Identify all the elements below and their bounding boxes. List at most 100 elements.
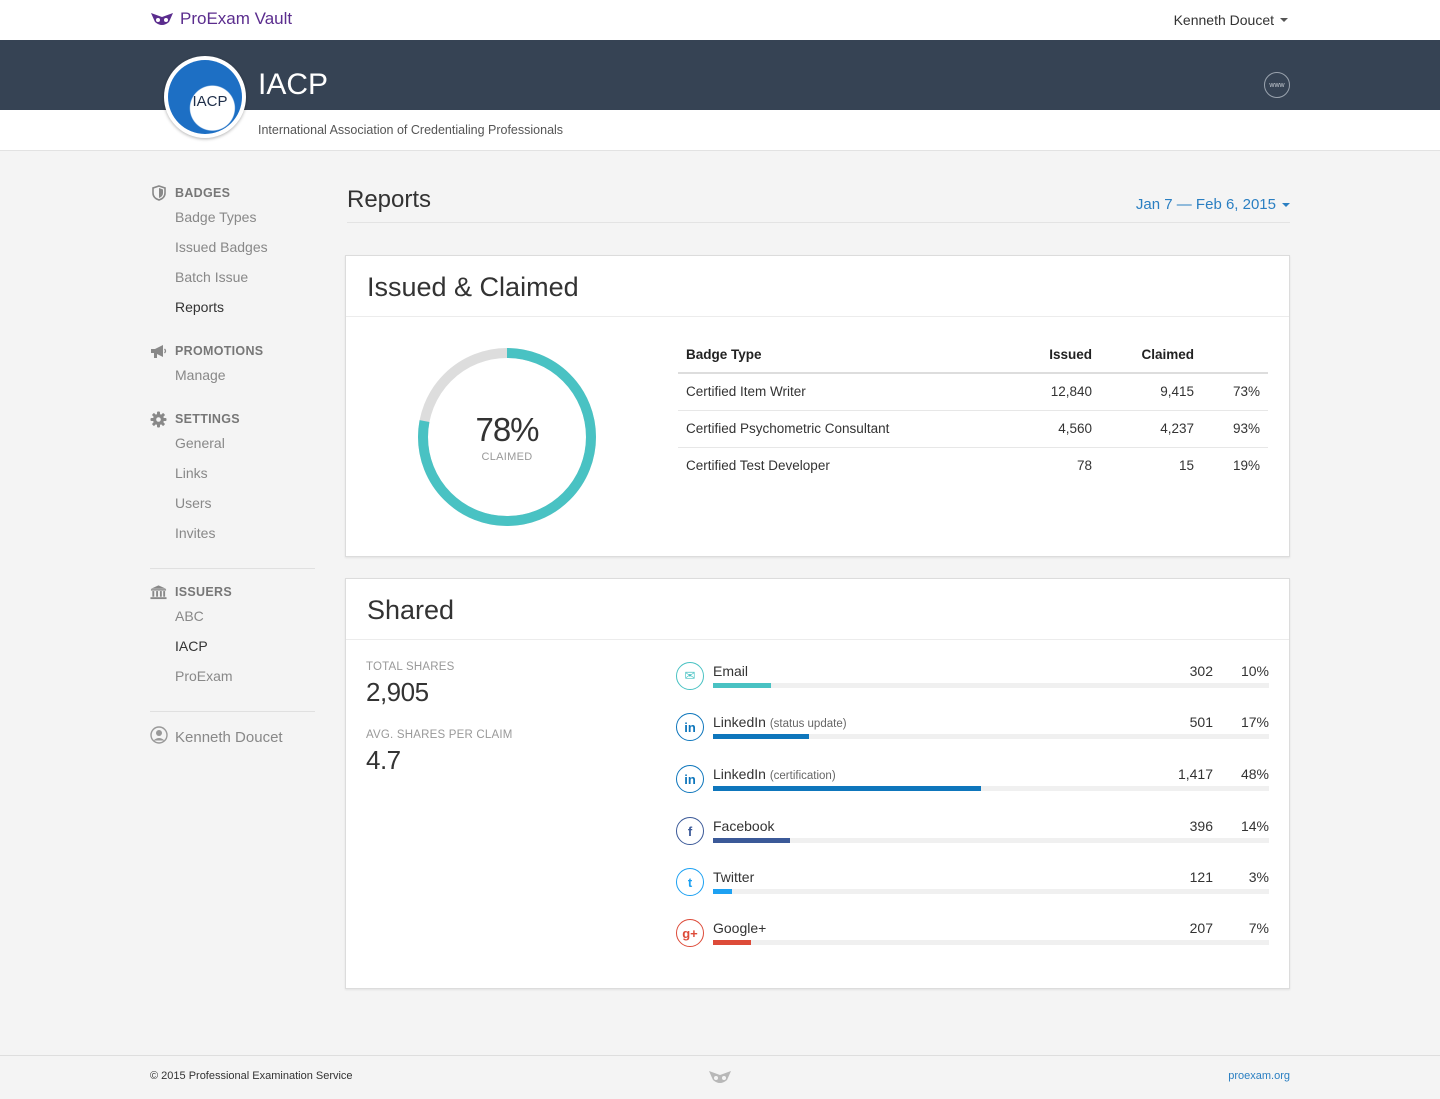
shared-title: Shared (346, 579, 1289, 640)
sidebar-section-promotions: PROMOTIONS Manage (150, 342, 315, 390)
sidebar-divider (150, 568, 315, 569)
donut-svg (418, 348, 596, 526)
date-range-label: Jan 7 — Feb 6, 2015 (1135, 196, 1276, 213)
share-bar-fill (713, 940, 751, 945)
claimed-donut-chart: 78% CLAIMED (416, 346, 598, 528)
sidebar-item-invites[interactable]: Invites (175, 525, 216, 541)
user-circle-icon (150, 726, 168, 748)
badge-type-cell: Certified Psychometric Consultant (678, 410, 1000, 448)
footer: © 2015 Professional Examination Service … (0, 1055, 1440, 1099)
date-range-picker[interactable]: Jan 7 — Feb 6, 2015 (1136, 196, 1290, 213)
sidebar-user-name: Kenneth Doucet (175, 728, 283, 746)
share-channel-row: f Facebook 396 14% (676, 816, 1271, 856)
bank-icon (150, 584, 167, 601)
share-channel-name: LinkedIn (certification) (713, 766, 836, 782)
share-percent: 14% (1240, 818, 1269, 834)
sidebar-divider-user (150, 711, 315, 712)
share-bar-track (713, 838, 1269, 843)
claimed-cell: 4,237 (1100, 410, 1202, 448)
issued-cell: 4,560 (1000, 410, 1100, 448)
share-count: 121 (1189, 869, 1213, 885)
facebook-icon: f (676, 817, 704, 845)
share-channel-row: g+ Google+ 207 7% (676, 918, 1271, 958)
share-count: 396 (1189, 818, 1213, 834)
share-percent: 17% (1240, 714, 1269, 730)
percent-cell: 73% (1202, 373, 1268, 411)
share-channel-row: in LinkedIn (certification) 1,417 48% (676, 764, 1271, 804)
sidebar-user[interactable]: Kenneth Doucet (150, 726, 315, 748)
share-bar-track (713, 683, 1269, 688)
linkedin-icon: in (676, 713, 704, 741)
share-count: 501 (1189, 714, 1213, 730)
claimed-cell: 15 (1178, 458, 1194, 474)
org-initials: IACP (192, 92, 228, 110)
share-channel-name: Facebook (713, 818, 775, 834)
share-bar-fill (713, 683, 771, 688)
share-channel-name: LinkedIn (status update) (713, 714, 847, 730)
sidebar-item-users[interactable]: Users (175, 495, 212, 511)
google-plus-icon: g+ (676, 919, 704, 947)
share-channel-name: Twitter (713, 869, 755, 885)
badge-type-table: Badge Type Issued Claimed Certified Item… (678, 336, 1268, 484)
sidebar-item-iacp[interactable]: IACP (175, 638, 208, 654)
share-channel-name: Google+ (713, 920, 767, 936)
col-issued: Issued (1000, 336, 1100, 374)
org-full-name: International Association of Credentiali… (258, 123, 564, 137)
user-menu-name: Kenneth Doucet (1173, 12, 1274, 28)
share-count: 1,417 (1177, 766, 1213, 782)
avg-shares-label: AVG. SHARES PER CLAIM (366, 729, 513, 741)
total-shares-value: 2,905 (366, 677, 429, 707)
sidebar-item-abc[interactable]: ABC (175, 608, 204, 624)
brand-name: ProExam Vault (180, 9, 293, 28)
table-row: Certified Item Writer 12,840 9,415 73% (678, 373, 1268, 411)
chevron-down-icon (1280, 18, 1288, 22)
table-row: Certified Test Developer 78 15 19% (678, 447, 1268, 484)
sidebar-item-reports[interactable]: Reports (175, 299, 225, 315)
sidebar-section-settings: SETTINGS General Links Users Invites (150, 410, 315, 548)
share-percent: 3% (1248, 869, 1269, 885)
sidebar-item-proexam[interactable]: ProExam (175, 668, 233, 684)
sidebar-item-manage[interactable]: Manage (175, 367, 226, 383)
share-bar-fill (713, 734, 809, 739)
page-title: Reports (347, 186, 432, 213)
issued-claimed-card: Issued & Claimed 78% CLAIMED Badge Type … (345, 255, 1290, 557)
gear-icon (150, 411, 167, 428)
share-bar-track (713, 786, 1269, 791)
issued-claimed-title: Issued & Claimed (346, 256, 1289, 317)
share-percent: 7% (1248, 920, 1269, 936)
website-globe-icon[interactable]: www (1264, 72, 1290, 98)
percent-cell: 93% (1202, 410, 1268, 448)
brand-logo[interactable]: ProExam Vault (150, 9, 292, 29)
share-count: 302 (1189, 663, 1213, 679)
share-percent: 10% (1240, 663, 1269, 679)
share-bar-fill (713, 838, 790, 843)
user-menu[interactable]: Kenneth Doucet (1174, 12, 1288, 28)
sidebar-item-issued-badges[interactable]: Issued Badges (175, 239, 268, 255)
total-shares-label: TOTAL SHARES (366, 661, 455, 673)
table-row: Certified Psychometric Consultant 4,560 … (678, 410, 1268, 448)
table-header-row: Badge Type Issued Claimed (678, 336, 1268, 374)
sidebar-heading-issuers: ISSUERS (175, 585, 232, 599)
share-bar-track (713, 734, 1269, 739)
donut-claimed-arc (418, 348, 596, 526)
twitter-icon: t (676, 868, 704, 896)
owl-logo-icon (151, 13, 173, 25)
share-bar-track (713, 940, 1269, 945)
badge-type-cell: Certified Item Writer (678, 373, 1000, 411)
share-channel-name: Email (713, 663, 749, 679)
percent-cell: 19% (1232, 458, 1260, 474)
share-channel-row: in LinkedIn (status update) 501 17% (676, 712, 1271, 752)
share-percent: 48% (1240, 766, 1269, 782)
title-divider (347, 222, 1290, 223)
share-bar-fill (713, 889, 732, 894)
issued-cell: 12,840 (1000, 373, 1100, 411)
sidebar-item-batch-issue[interactable]: Batch Issue (175, 269, 249, 285)
sidebar-item-links[interactable]: Links (175, 465, 208, 481)
badge-type-cell: Certified Test Developer (686, 458, 830, 474)
sidebar-item-badge-types[interactable]: Badge Types (175, 209, 257, 225)
sidebar-item-general[interactable]: General (175, 435, 225, 451)
donut-caption: CLAIMED (481, 451, 533, 463)
footer-link[interactable]: proexam.org (1228, 1070, 1290, 1082)
shield-icon (150, 185, 167, 202)
footer-copyright: © 2015 Professional Examination Service (150, 1070, 353, 1082)
